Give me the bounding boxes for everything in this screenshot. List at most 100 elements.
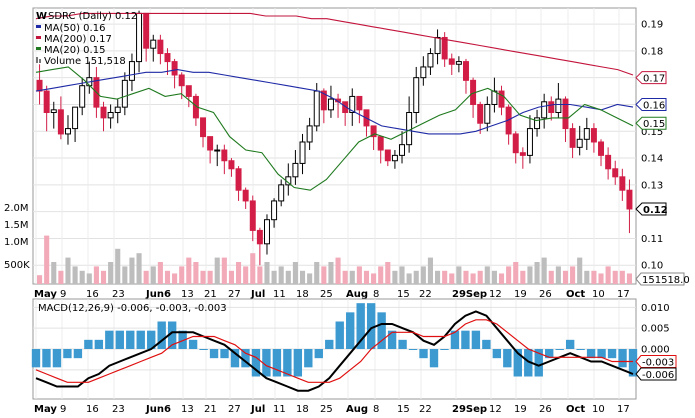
- x-tick-label: 12: [489, 404, 502, 415]
- x-tick-label: 13: [181, 289, 194, 300]
- candle-body: [356, 95, 363, 111]
- candle-body: [590, 128, 597, 143]
- x-tick-label: Jul: [250, 289, 265, 300]
- volume-bar: [363, 270, 370, 284]
- x-tick-label: Jul: [250, 404, 265, 415]
- price-tick-label: 0.14: [641, 154, 663, 165]
- candle-body: [72, 106, 79, 130]
- macd-hist-bar: [126, 330, 135, 349]
- volume-tick-label: 1.0M: [4, 237, 29, 248]
- macd-hist-bar: [440, 349, 449, 350]
- macd-hist-bar: [482, 339, 491, 349]
- volume-bar: [378, 266, 384, 284]
- volume-bar: [44, 235, 50, 284]
- macd-hist-bar: [283, 349, 292, 377]
- volume-bar: [541, 257, 547, 284]
- x-tick-label: Aug: [346, 404, 368, 415]
- volume-bar: [385, 262, 391, 284]
- x-tick-label: 15: [397, 289, 410, 300]
- macd-hist-bar: [555, 349, 564, 350]
- volume-bar: [221, 257, 227, 284]
- volume-bar: [321, 266, 327, 284]
- volume-bar: [257, 266, 263, 284]
- x-tick-label: 12: [489, 289, 502, 300]
- price-tick-label: 0.13: [641, 180, 663, 191]
- x-axis-macd: May 9 16 23 Jun6 13 21 27 Jul 11 18 25 Aug 8 15 22 29Sep…: [34, 404, 630, 415]
- candle-body: [57, 109, 64, 135]
- volume-bar: [420, 266, 426, 284]
- x-tick-label: 23: [112, 404, 125, 415]
- macd-hist-bar: [346, 312, 355, 349]
- candle-body: [271, 200, 278, 221]
- macd-hist-bar: [84, 339, 93, 349]
- candle-body: [256, 229, 263, 245]
- macd-hist-bar: [209, 349, 219, 359]
- candle-body: [178, 74, 185, 87]
- x-tick-label: 10: [592, 404, 605, 415]
- volume-tag-label: 151518.0: [642, 275, 690, 286]
- macd-hist-bar: [524, 349, 533, 377]
- x-tick-label: 17: [617, 404, 630, 415]
- x-axis-price: May 9 16 23 Jun6 13 21 27 Jul 11 18 25 Aug 8 15 22 29Sep…: [34, 289, 630, 300]
- candle-body: [434, 36, 441, 55]
- price-tag-label: 0.16: [643, 100, 665, 111]
- volume-bar: [271, 270, 277, 284]
- volume-bar: [136, 253, 142, 284]
- price-axis: 0.190.180.170.160.150.140.130.120.110.10: [641, 20, 663, 272]
- candle-body: [583, 128, 590, 140]
- candle-body: [427, 53, 434, 68]
- volume-bar: [193, 262, 199, 284]
- price-tick-label: 0.10: [641, 261, 663, 272]
- macd-hist-bar: [377, 312, 386, 349]
- candle-body: [299, 141, 306, 164]
- x-tick-label: 29Sep: [452, 404, 487, 415]
- volume-bar: [513, 262, 519, 284]
- candle-body: [157, 39, 164, 55]
- volume-bar: [527, 266, 533, 284]
- volume-bar: [548, 270, 554, 284]
- volume-axis: 2.0M 1.5M 1.0M 500K: [4, 203, 30, 271]
- candle-body: [114, 106, 121, 114]
- macd-hist-bar: [63, 349, 72, 359]
- candle-body: [548, 101, 555, 114]
- ticker-line: SDRC (Daily) 0.12: [48, 11, 137, 22]
- volume-bar: [328, 262, 334, 284]
- candle-body: [420, 66, 427, 79]
- candle-body: [498, 90, 505, 108]
- volume-bar: [491, 270, 497, 284]
- legend-label: Volume 151,518: [44, 56, 126, 67]
- macd-hist-bar: [293, 349, 303, 377]
- macd-hist-bar: [534, 349, 543, 377]
- candle-body: [207, 136, 214, 151]
- volume-bar: [427, 257, 433, 284]
- macd-hist-bar: [42, 349, 51, 368]
- macd-hist-bar: [73, 349, 83, 359]
- macd-hist-bar: [230, 349, 240, 368]
- volume-bar: [435, 270, 441, 284]
- volume-bar: [562, 270, 569, 284]
- macd-hist-bar: [325, 339, 334, 349]
- candle-body: [64, 128, 71, 135]
- price-tag: 0.17: [635, 71, 667, 85]
- macd-tag-label: -0.006: [642, 370, 674, 381]
- volume-bar: [79, 270, 85, 284]
- macd-tag: -0.006: [635, 367, 677, 381]
- price-tag-box: [635, 116, 667, 130]
- volume-bar: [228, 270, 234, 284]
- volume-bar: [406, 273, 412, 284]
- price-tick-label: 0.19: [641, 20, 663, 31]
- volume-bar: [157, 262, 163, 284]
- volume-bar: [584, 270, 590, 284]
- volume-bar: [250, 253, 256, 284]
- price-tag: 0.16: [635, 97, 667, 111]
- macd-tag-label: -0.003: [642, 358, 674, 369]
- legend-swatch: [36, 47, 41, 50]
- volume-bar: [164, 270, 171, 284]
- macd-hist-bar: [586, 349, 596, 359]
- x-tick-label: Jun6: [145, 289, 171, 300]
- macd-hist-bar: [429, 349, 439, 368]
- macd-hist-bar: [545, 349, 554, 359]
- x-tick-label: 27: [228, 289, 241, 300]
- volume-bar: [520, 270, 526, 284]
- volume-icon: [39, 59, 41, 63]
